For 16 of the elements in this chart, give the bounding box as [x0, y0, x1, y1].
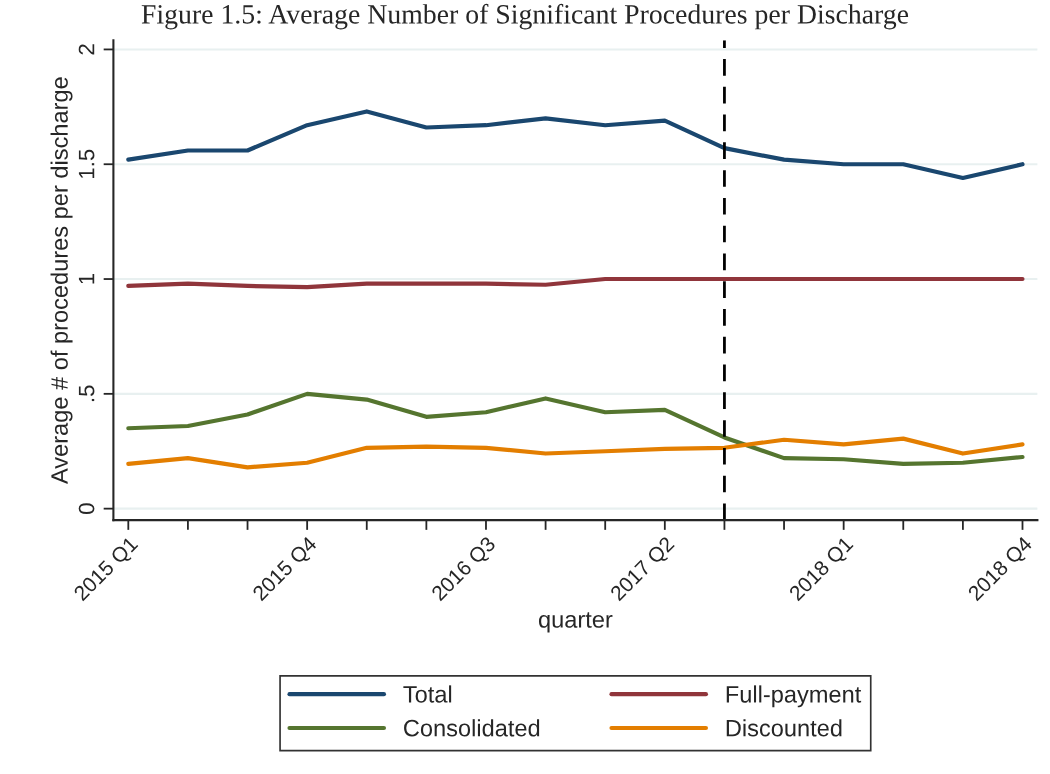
- legend-label: Discounted: [726, 719, 842, 737]
- y-tick-label: 2: [78, 44, 95, 55]
- legend-label: Total: [403, 685, 452, 703]
- chart-title: Figure 1.5: Average Number of Significant Procedures per Discharge: [141, 3, 909, 30]
- y-tick-label: 1: [78, 273, 95, 284]
- y-tick-label: 0: [78, 503, 95, 514]
- y-tick-label: .5: [78, 385, 95, 402]
- line-series: [126, 436, 1025, 470]
- line-series: [126, 109, 1025, 181]
- legend-label: Consolidated: [404, 719, 540, 737]
- y-tick-label: 1.5: [78, 149, 95, 178]
- x-axis-title: quarter: [538, 612, 613, 633]
- line-series: [126, 276, 1025, 290]
- y-axis-title: Average # of procedures per discharge: [50, 77, 73, 485]
- line-series: [126, 391, 1025, 466]
- legend-label: Full-payment: [726, 685, 862, 708]
